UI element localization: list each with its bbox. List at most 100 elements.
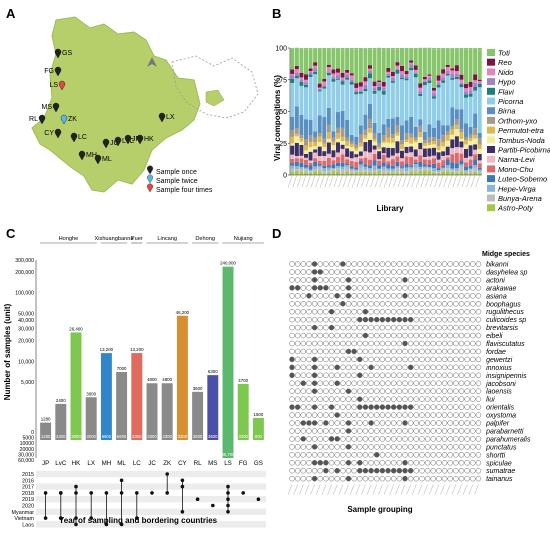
empty-dot (295, 381, 300, 386)
stacked-bar-segment (318, 156, 322, 161)
empty-dot (448, 373, 453, 378)
x-tick-mark (412, 175, 416, 187)
stacked-bar-segment (304, 169, 308, 172)
empty-dot (295, 277, 300, 282)
stacked-bar-segment (336, 80, 340, 112)
filled-dot (306, 293, 311, 298)
empty-dot (357, 341, 362, 346)
x-tick-mark (329, 175, 333, 187)
stacked-bar-segment (423, 85, 427, 132)
stacked-bar-segment (414, 142, 418, 149)
empty-dot (301, 452, 306, 457)
empty-dot (431, 349, 436, 354)
stacked-bar-segment (450, 107, 454, 126)
empty-dot (301, 405, 306, 410)
stacked-bar-segment (304, 150, 308, 154)
x-tick-mark (361, 175, 365, 187)
empty-dot (306, 397, 311, 402)
empty-dot (369, 444, 374, 449)
empty-dot (425, 333, 430, 338)
empty-dot (397, 269, 402, 274)
empty-dot (386, 460, 391, 465)
empty-dot (380, 428, 385, 433)
empty-dot (391, 389, 396, 394)
stacked-bar-segment (405, 76, 409, 79)
empty-dot (295, 349, 300, 354)
empty-dot (301, 460, 306, 465)
empty-dot (442, 468, 447, 473)
stacked-bar-segment (373, 48, 377, 49)
empty-dot (346, 365, 351, 370)
empty-dot (403, 413, 408, 418)
x-tick-mark (375, 175, 379, 187)
stacked-bar-segment (309, 147, 313, 152)
empty-dot (312, 413, 317, 418)
bar-bottom-label: 2400 (56, 434, 66, 439)
empty-dot (470, 365, 475, 370)
filled-dot (380, 405, 385, 410)
empty-dot (397, 309, 402, 314)
empty-dot (397, 428, 402, 433)
stacked-bar-segment (368, 128, 372, 133)
empty-dot (329, 444, 334, 449)
empty-dot (397, 325, 402, 330)
stacked-bar-segment (336, 172, 340, 175)
filled-dot (357, 468, 362, 473)
x-tick-mark (390, 485, 394, 495)
empty-dot (436, 333, 441, 338)
empty-dot (386, 349, 391, 354)
stacked-bar-segment (373, 154, 377, 160)
empty-dot (397, 421, 402, 426)
empty-dot (419, 365, 424, 370)
legend-label: Permutot-etra (498, 126, 544, 135)
empty-dot (470, 277, 475, 282)
empty-dot (301, 293, 306, 298)
empty-dot (301, 277, 306, 282)
filled-dot (403, 277, 408, 282)
filled-dot (312, 325, 317, 330)
empty-dot (448, 389, 453, 394)
filled-dot (363, 468, 368, 473)
stacked-bar-segment (377, 170, 381, 171)
empty-dot (318, 365, 323, 370)
stacked-bar-segment (386, 148, 390, 158)
stacked-bar-segment (363, 139, 367, 142)
stacked-bar-segment (336, 157, 340, 163)
stacked-bar-segment (350, 75, 354, 79)
stacked-bar-segment (299, 156, 303, 158)
empty-dot (369, 293, 374, 298)
x-tick-mark (412, 485, 416, 495)
empty-dot (301, 357, 306, 362)
empty-dot (425, 285, 430, 290)
filled-dot (335, 468, 340, 473)
empty-dot (340, 293, 345, 298)
stacked-bar-segment (309, 160, 313, 162)
x-tick-mark (299, 485, 303, 495)
stacked-bar-segment (373, 49, 377, 82)
empty-dot (318, 333, 323, 338)
filled-dot (312, 421, 317, 426)
empty-dot (419, 357, 424, 362)
empty-dot (312, 349, 317, 354)
empty-dot (352, 325, 357, 330)
site-label-rl: RL (29, 116, 38, 123)
empty-dot (295, 293, 300, 298)
sample-bar (238, 384, 249, 440)
empty-dot (408, 349, 413, 354)
empty-dot (323, 444, 328, 449)
stacked-bar-segment (377, 82, 381, 83)
empty-dot (329, 301, 334, 306)
empty-dot (397, 389, 402, 394)
empty-dot (425, 476, 430, 481)
stacked-bar-segment (373, 170, 377, 172)
bar-top-label: 4700 (238, 378, 248, 383)
species-label: liui (486, 397, 495, 404)
empty-dot (465, 405, 470, 410)
stacked-bar-segment (354, 173, 358, 175)
empty-dot (470, 421, 475, 426)
stacked-bar-segment (363, 151, 367, 157)
stacked-bar-segment (450, 172, 454, 175)
stacked-bar-segment (327, 108, 331, 125)
stacked-bar-segment (469, 141, 473, 145)
